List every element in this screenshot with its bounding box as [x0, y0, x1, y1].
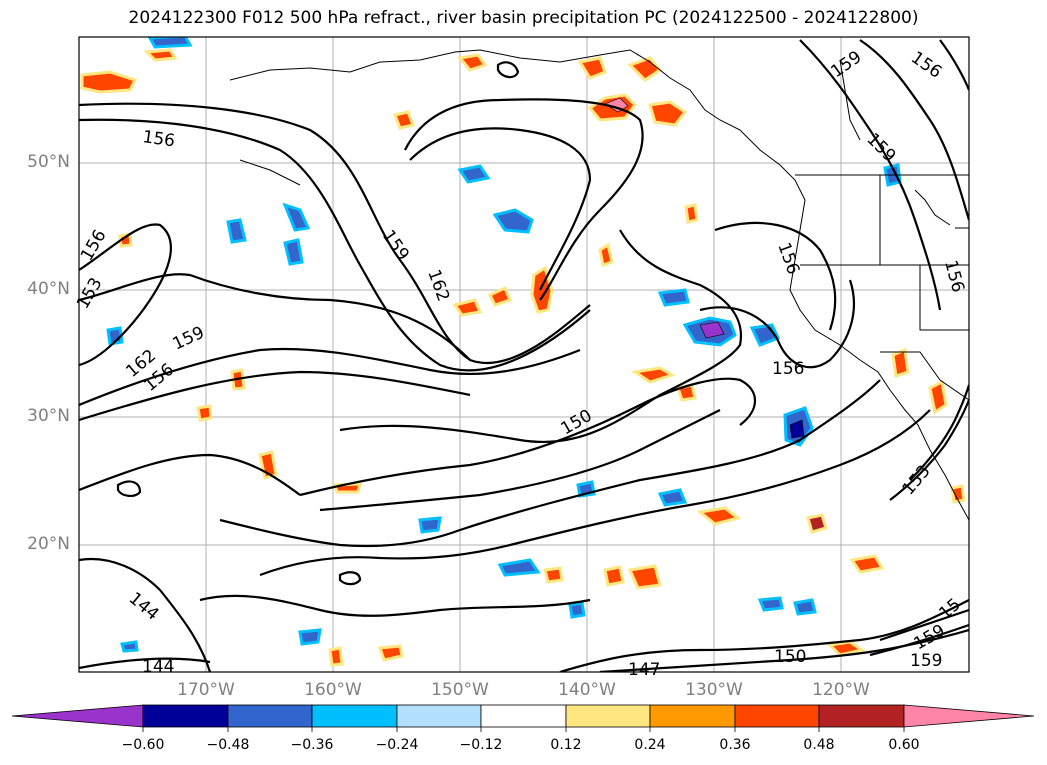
contour-lines: [79, 39, 969, 672]
lat-label: 40°N: [27, 279, 70, 299]
lon-label: 160°W: [304, 680, 362, 700]
lon-label: 140°W: [558, 680, 616, 700]
colorbar-tick-label: 0.24: [634, 737, 666, 753]
colorbar-segment: [311, 704, 398, 728]
colorbar-tick-label: 0.48: [803, 737, 835, 753]
colorbar-tick-label: −0.12: [459, 737, 503, 753]
contour-label: 150: [774, 647, 806, 667]
contour-label: 159: [910, 651, 942, 671]
lon-label: 150°W: [431, 680, 489, 700]
lat-label: 50°N: [27, 152, 70, 172]
colorbar-tick-label: 0.60: [888, 737, 920, 753]
gridlines: [79, 37, 969, 672]
contour-label: 156: [141, 127, 176, 151]
colorbar-segment: [649, 704, 736, 728]
lon-label: 170°W: [177, 680, 235, 700]
colorbar-extend-high: [903, 704, 1035, 728]
colorbar-segment: [480, 704, 567, 728]
coastlines: [229, 49, 969, 521]
precip-negative-areas: [106, 37, 902, 653]
lon-label: 120°W: [812, 680, 870, 700]
page-title: 2024122300 F012 500 hPa refract., river …: [128, 8, 919, 28]
lat-label: 30°N: [27, 406, 70, 426]
colorbar-segment: [565, 704, 651, 728]
contour-label: 147: [628, 660, 660, 680]
colorbar-segment: [396, 704, 482, 728]
map-frame: [78, 36, 970, 673]
colorbar-segment: [818, 704, 905, 728]
colorbar-tick-label: −0.24: [375, 737, 419, 753]
contour-label: 156: [772, 359, 804, 379]
contour-label: 144: [142, 657, 174, 677]
colorbar-extend-low: [11, 704, 144, 728]
lat-label: 20°N: [27, 534, 70, 554]
colorbar: [11, 704, 1035, 732]
colorbar-tick-label: −0.36: [290, 737, 334, 753]
colorbar-segment: [142, 704, 229, 728]
colorbar-tick-label: −0.48: [206, 737, 250, 753]
lon-label: 130°W: [685, 680, 743, 700]
colorbar-segment: [227, 704, 313, 728]
colorbar-tick-label: 0.12: [550, 737, 582, 753]
colorbar-tick-label: −0.60: [121, 737, 165, 753]
colorbar-segment: [734, 704, 820, 728]
colorbar-tick-label: 0.36: [719, 737, 751, 753]
